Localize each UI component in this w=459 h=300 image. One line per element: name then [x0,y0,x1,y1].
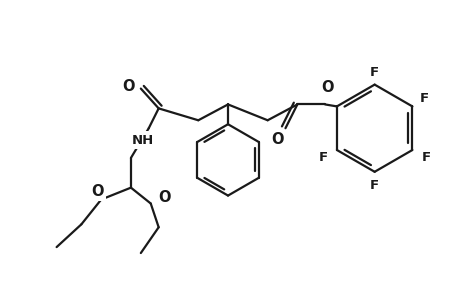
Text: O: O [320,80,333,94]
Text: F: F [419,92,428,105]
Text: F: F [369,179,378,192]
Text: O: O [122,79,134,94]
Text: F: F [318,152,327,164]
Text: O: O [158,190,170,205]
Text: NH: NH [131,134,154,147]
Text: O: O [91,184,103,199]
Text: F: F [369,66,378,79]
Text: F: F [421,152,430,164]
Text: O: O [271,132,283,147]
